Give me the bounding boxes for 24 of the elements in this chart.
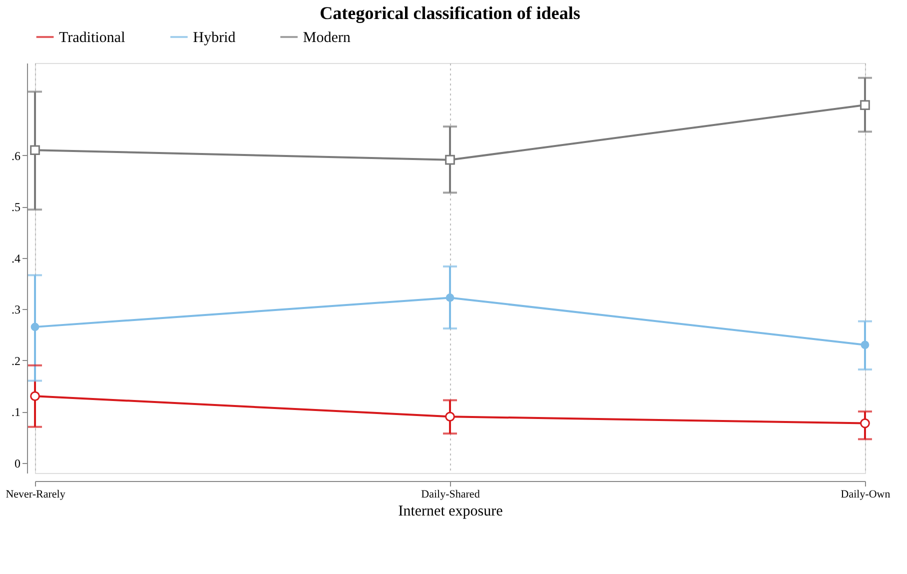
y-tick-label: .4 xyxy=(12,251,20,266)
legend-label: Modern xyxy=(303,30,351,46)
point xyxy=(445,412,455,422)
point xyxy=(860,340,870,350)
point xyxy=(860,418,870,428)
legend-label: Hybrid xyxy=(193,30,236,46)
point xyxy=(445,154,455,165)
x-tick-label: Never-Rarely xyxy=(6,488,66,500)
legend-label: Traditional xyxy=(59,30,126,46)
y-tick-label: .3 xyxy=(12,302,20,316)
y-tick-label: .1 xyxy=(12,405,20,419)
x-tick-label: Daily-Shared xyxy=(421,488,480,500)
y-tick-label: .2 xyxy=(12,354,20,368)
point xyxy=(446,294,454,302)
point xyxy=(860,100,870,110)
y-tick-label: .5 xyxy=(12,200,20,214)
x-axis-title: Internet exposure xyxy=(398,504,504,520)
y-tick-label: 0 xyxy=(14,456,20,470)
point xyxy=(30,391,40,402)
y-tick-label: .6 xyxy=(12,148,20,163)
point xyxy=(30,145,40,156)
chart-title: Categorical classification of ideals xyxy=(320,3,580,23)
point xyxy=(30,322,40,332)
x-tick-label: Daily-Own xyxy=(840,488,891,500)
